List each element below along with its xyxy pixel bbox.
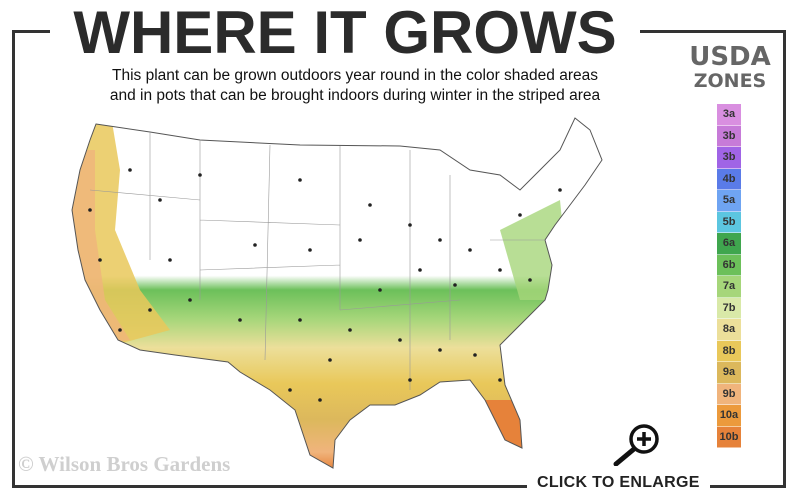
legend-zone-6a: 6a bbox=[717, 233, 741, 255]
state-borders bbox=[89, 132, 545, 390]
city-dot bbox=[438, 238, 442, 242]
legend-zone-4b: 4b bbox=[717, 168, 741, 190]
city-dot bbox=[558, 188, 562, 192]
city-dot bbox=[498, 378, 502, 382]
legend-zone-8a: 8a bbox=[717, 319, 741, 341]
subtitle-line-1: This plant can be grown outdoors year ro… bbox=[112, 67, 598, 84]
legend-title-line-2: ZONES bbox=[693, 70, 767, 92]
city-dot bbox=[398, 338, 402, 342]
city-dot bbox=[348, 328, 352, 332]
magnifier-plus-icon[interactable] bbox=[610, 422, 662, 466]
city-dot bbox=[498, 268, 502, 272]
city-dot bbox=[98, 258, 102, 262]
click-to-enlarge-button[interactable]: CLICK TO ENLARGE bbox=[527, 474, 710, 492]
us-outline bbox=[71, 117, 603, 469]
city-dot bbox=[128, 168, 132, 172]
city-dot bbox=[298, 318, 302, 322]
city-dot bbox=[158, 198, 162, 202]
city-dot bbox=[318, 398, 322, 402]
legend-zone-8b: 8b bbox=[717, 340, 741, 362]
city-dot bbox=[438, 348, 442, 352]
city-dot bbox=[288, 388, 292, 392]
city-dot bbox=[88, 208, 92, 212]
city-dot bbox=[118, 328, 122, 332]
city-dot bbox=[418, 268, 422, 272]
zone-legend: 3a 3b 3b 4b 5a 5b 6a 6b 7a 7b 8a 8b 9a 9b 10a 10b bbox=[717, 104, 741, 448]
city-dot bbox=[188, 298, 192, 302]
city-dot bbox=[198, 173, 202, 177]
legend-zone-6b: 6b bbox=[717, 254, 741, 276]
legend-zone-3a: 3a bbox=[717, 104, 741, 126]
legend-zone-7a: 7a bbox=[717, 276, 741, 298]
city-dot bbox=[238, 318, 242, 322]
city-dot bbox=[408, 378, 412, 382]
subtitle: This plant can be grown outdoors year ro… bbox=[40, 66, 670, 106]
city-dot bbox=[168, 258, 172, 262]
city-dot bbox=[368, 203, 372, 207]
legend-zone-3b: 3b bbox=[717, 125, 741, 147]
city-dot bbox=[148, 308, 152, 312]
legend-zone-9b: 9b bbox=[717, 383, 741, 405]
legend-zone-10b: 10b bbox=[717, 426, 741, 448]
city-dots bbox=[88, 168, 562, 402]
city-dot bbox=[298, 178, 302, 182]
copyright-watermark: © Wilson Bros Gardens bbox=[18, 452, 231, 476]
city-dot bbox=[308, 248, 312, 252]
legend-zone-5b: 5b bbox=[717, 211, 741, 233]
legend-zone-10a: 10a bbox=[717, 405, 741, 427]
legend-zone-5a: 5a bbox=[717, 190, 741, 212]
city-dot bbox=[473, 353, 477, 357]
city-dot bbox=[253, 243, 257, 247]
city-dot bbox=[518, 213, 522, 217]
subtitle-line-2: and in pots that can be brought indoors … bbox=[109, 87, 601, 104]
city-dot bbox=[408, 223, 412, 227]
florida-tip-zone bbox=[480, 400, 530, 450]
city-dot bbox=[468, 248, 472, 252]
legend-zone-3b: 3b bbox=[717, 147, 741, 169]
city-dot bbox=[528, 278, 532, 282]
page-title: WHERE IT GROWS bbox=[50, 3, 640, 63]
legend-title: USDA ZONES bbox=[680, 42, 780, 93]
legend-zone-9a: 9a bbox=[717, 362, 741, 384]
legend-zone-7b: 7b bbox=[717, 297, 741, 319]
city-dot bbox=[453, 283, 457, 287]
city-dot bbox=[358, 238, 362, 242]
city-dot bbox=[378, 288, 382, 292]
city-dot bbox=[328, 358, 332, 362]
usda-zone-map[interactable] bbox=[60, 110, 620, 470]
legend-title-line-1: USDA bbox=[689, 42, 771, 72]
